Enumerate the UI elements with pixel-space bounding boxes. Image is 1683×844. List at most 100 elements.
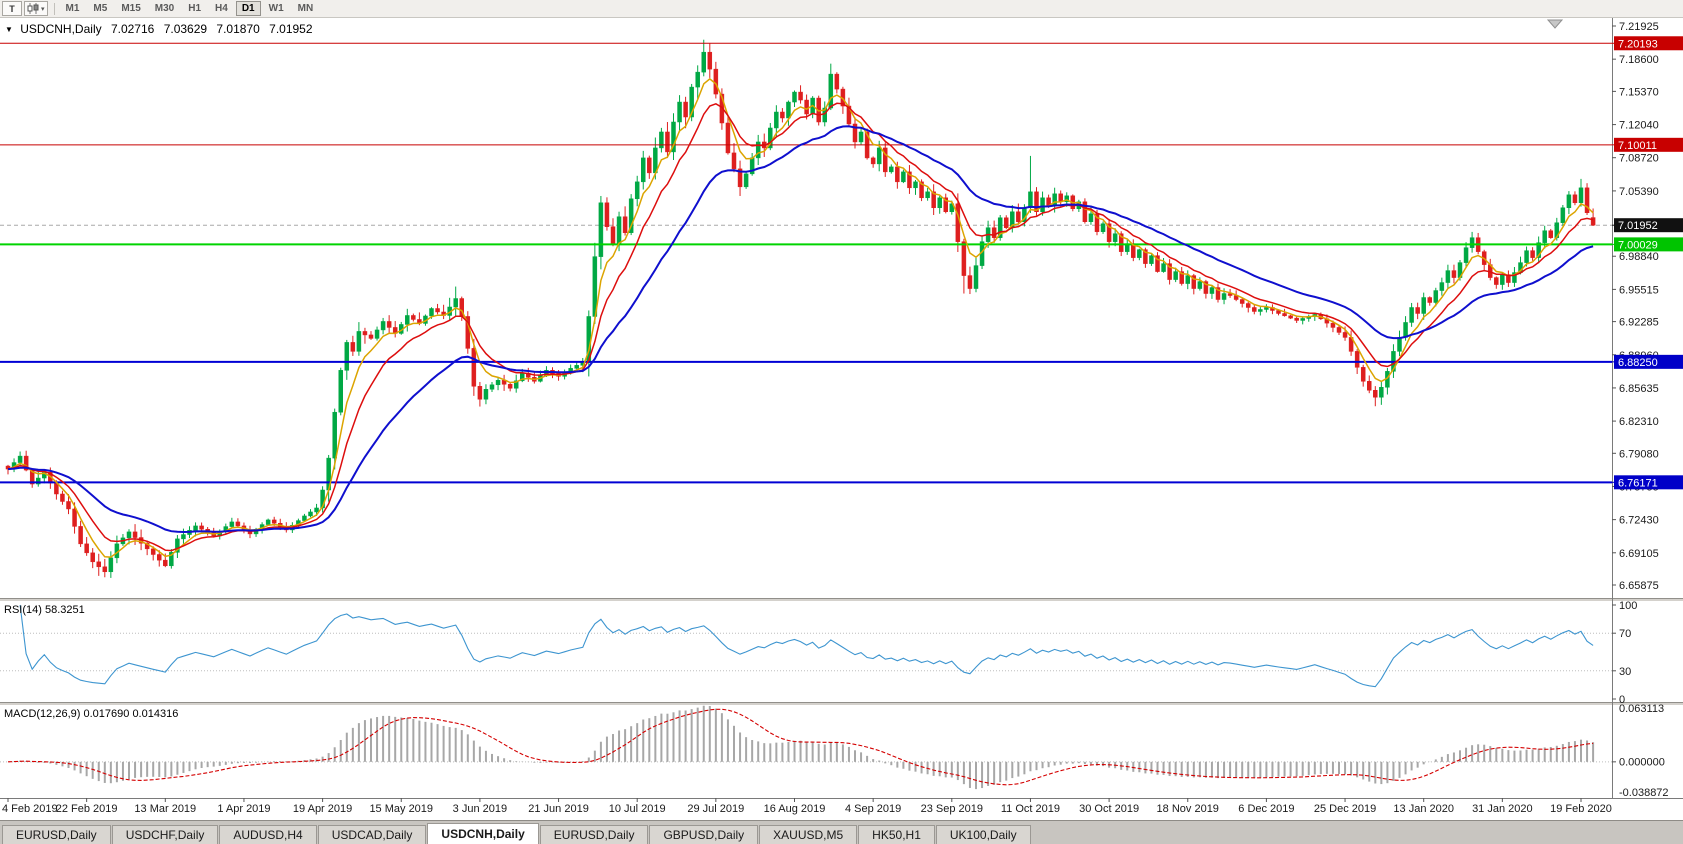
chart-type-button[interactable]: ▾	[24, 1, 48, 16]
symbol-timeframe-label: USDCNH,Daily	[20, 22, 102, 36]
panel-separator[interactable]	[0, 702, 1683, 705]
svg-text:6.88250: 6.88250	[1618, 357, 1658, 369]
chart-shift-marker[interactable]	[1546, 19, 1564, 29]
svg-text:6.79080: 6.79080	[1619, 448, 1659, 460]
price-badge-support-green	[1614, 237, 1683, 252]
symbol-dropdown-icon[interactable]: ▼	[5, 25, 13, 34]
chart-tab-9-UK100-Daily[interactable]: UK100,Daily	[935, 825, 1031, 844]
macd-axis[interactable]: 0.063113 0.000000 -0.038872	[1612, 703, 1669, 799]
timeframe-button-H1[interactable]: H1	[188, 3, 202, 14]
candlestick-icon	[27, 3, 39, 14]
svg-text:23 Sep 2019: 23 Sep 2019	[921, 803, 983, 815]
svg-text:10 Jul 2019: 10 Jul 2019	[609, 803, 666, 815]
crosshair-tool-label: T	[9, 3, 15, 14]
main-chart-layer	[0, 39, 1612, 578]
timeframe-button-H4[interactable]: H4	[215, 3, 228, 14]
close-value: 7.01952	[269, 22, 313, 36]
svg-text:19 Feb 2020: 19 Feb 2020	[1550, 803, 1612, 815]
chart-tab-8-HK50-H1[interactable]: HK50,H1	[858, 825, 935, 844]
timeframe-button-M30[interactable]: M30	[154, 3, 175, 14]
svg-text:7.00029: 7.00029	[1618, 239, 1658, 251]
toolbar-separator	[53, 2, 55, 15]
high-value: 7.03629	[163, 22, 208, 36]
macd-panel-layer	[0, 705, 1612, 790]
ma-slow-line	[7, 125, 1594, 534]
crosshair-tool-button[interactable]: T	[2, 1, 22, 16]
dropdown-caret-icon: ▾	[41, 5, 45, 13]
macd-name-label: MACD(12,26,9)	[4, 708, 81, 720]
price-badge-support-blue-lower	[1614, 475, 1683, 490]
chart-tab-3-USDCAD-Daily[interactable]: USDCAD,Daily	[317, 825, 427, 844]
svg-text:6.72430: 6.72430	[1619, 515, 1659, 527]
svg-text:7.12040: 7.12040	[1619, 120, 1659, 132]
ma-fast-line	[7, 77, 1594, 558]
svg-text:6.65875: 6.65875	[1619, 580, 1659, 592]
svg-text:7.18600: 7.18600	[1619, 54, 1659, 66]
ma-mid-line	[7, 102, 1594, 552]
svg-text:6 Dec 2019: 6 Dec 2019	[1238, 803, 1294, 815]
macd-panel-surface[interactable]	[0, 705, 1612, 798]
chart-tab-0-EURUSD-Daily[interactable]: EURUSD,Daily	[2, 825, 111, 844]
svg-text:-0.038872: -0.038872	[1619, 787, 1669, 799]
svg-text:15 May 2019: 15 May 2019	[369, 803, 433, 815]
svg-text:29 Jul 2019: 29 Jul 2019	[687, 803, 744, 815]
macd-signal-value: 0.014316	[132, 708, 179, 720]
rsi-panel-layer	[0, 604, 1612, 688]
chart-tab-4-USDCNH-Daily[interactable]: USDCNH,Daily	[427, 823, 539, 844]
timeframe-button-W1[interactable]: W1	[268, 3, 284, 14]
svg-text:7.10011: 7.10011	[1618, 140, 1657, 152]
svg-text:0.000000: 0.000000	[1619, 756, 1665, 768]
svg-text:6.69105: 6.69105	[1619, 548, 1659, 560]
panel-separator[interactable]	[0, 598, 1683, 601]
price-badge-current-price	[1614, 218, 1683, 233]
svg-text:13 Mar 2019: 13 Mar 2019	[134, 803, 196, 815]
svg-text:6.76171: 6.76171	[1618, 477, 1658, 489]
svg-text:4 Sep 2019: 4 Sep 2019	[845, 803, 901, 815]
svg-text:30: 30	[1619, 666, 1631, 678]
svg-text:31 Jan 2020: 31 Jan 2020	[1472, 803, 1533, 815]
timeframe-button-D1[interactable]: D1	[235, 1, 261, 16]
chart-tab-7-XAUUSD-M5[interactable]: XAUUSD,M5	[759, 825, 858, 844]
svg-text:7.05390: 7.05390	[1619, 186, 1659, 198]
svg-text:6.85635: 6.85635	[1619, 383, 1659, 395]
svg-text:1 Apr 2019: 1 Apr 2019	[217, 803, 270, 815]
chart-tabs-bar: EURUSD,Daily USDCHF,Daily AUDUSD,H4 USDCAD,…	[0, 820, 1683, 844]
candles-layer	[5, 39, 1596, 578]
svg-text:7.08720: 7.08720	[1619, 153, 1659, 165]
price-badge-resistance-mid	[1614, 137, 1683, 152]
svg-text:4 Feb 2019: 4 Feb 2019	[2, 803, 58, 815]
timeframe-button-MN[interactable]: MN	[297, 3, 314, 14]
timeframe-button-M5[interactable]: M5	[93, 3, 108, 14]
svg-text:16 Aug 2019: 16 Aug 2019	[764, 803, 826, 815]
rsi-label: RSI(14) 58.3251	[4, 604, 85, 616]
svg-text:7.20193: 7.20193	[1618, 38, 1658, 50]
svg-text:7.21925: 7.21925	[1619, 21, 1659, 33]
svg-text:6.92285: 6.92285	[1619, 317, 1659, 329]
chart-tab-2-AUDUSD-H4[interactable]: AUDUSD,H4	[219, 825, 317, 844]
price-badge-support-blue-upper	[1614, 354, 1683, 369]
svg-text:100: 100	[1619, 600, 1637, 612]
chart-tab-1-USDCHF-Daily[interactable]: USDCHF,Daily	[111, 825, 219, 844]
svg-text:7.01952: 7.01952	[1618, 220, 1658, 232]
chart-tab-6-GBPUSD-Daily[interactable]: GBPUSD,Daily	[649, 825, 759, 844]
chart-tab-5-EURUSD-Daily[interactable]: EURUSD,Daily	[539, 825, 649, 844]
rsi-line	[19, 604, 1594, 688]
low-value: 7.01870	[216, 22, 260, 36]
rsi-axis[interactable]: 100 70 30 0	[1612, 600, 1637, 706]
main-chart-surface[interactable]	[0, 17, 1612, 598]
macd-signal-line	[7, 708, 1594, 786]
svg-text:19 Apr 2019: 19 Apr 2019	[293, 803, 352, 815]
svg-text:0: 0	[1619, 694, 1625, 706]
timeframe-button-M15[interactable]: M15	[121, 3, 141, 14]
svg-text:70: 70	[1619, 628, 1631, 640]
price-axis[interactable]: 7.21925 7.18600 7.15370 7.12040 7.08720 7.053…	[1612, 21, 1683, 592]
svg-text:13 Jan 2020: 13 Jan 2020	[1393, 803, 1454, 815]
svg-text:11 Oct 2019: 11 Oct 2019	[1001, 803, 1060, 815]
rsi-panel-surface[interactable]	[0, 601, 1612, 702]
macd-label: MACD(12,26,9) 0.017690 0.014316	[4, 708, 178, 720]
macd-main-value: 0.017690	[83, 708, 130, 720]
svg-text:22 Feb 2019: 22 Feb 2019	[56, 803, 118, 815]
timeframe-button-M1[interactable]: M1	[65, 3, 80, 14]
